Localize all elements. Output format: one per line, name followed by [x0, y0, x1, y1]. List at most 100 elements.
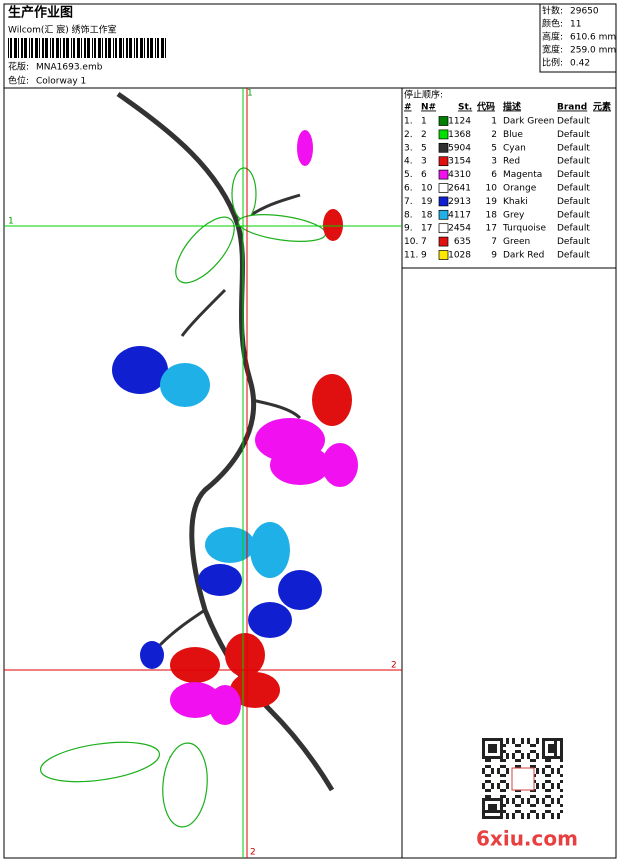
qr-cell	[521, 741, 524, 744]
qr-cell	[482, 738, 485, 741]
qr-cell	[488, 798, 491, 801]
cell: 10.	[404, 237, 418, 247]
cell: Red	[503, 157, 520, 167]
bar	[81, 38, 82, 58]
qr-cell	[536, 783, 539, 786]
bar	[113, 38, 114, 58]
stat-value: 29650	[570, 7, 599, 17]
swatch	[438, 169, 449, 180]
qr-cell	[548, 756, 551, 759]
cell: 19	[421, 197, 433, 207]
stats-box	[539, 3, 617, 73]
qr-cell	[536, 753, 539, 756]
qr-cell	[560, 789, 563, 792]
bar	[94, 38, 96, 58]
qr-cell	[548, 744, 551, 747]
qr-cell	[557, 801, 560, 804]
qr-cell	[548, 804, 551, 807]
qr-cell	[515, 744, 518, 747]
column-header: 元素	[593, 101, 611, 113]
qr-cell	[551, 786, 554, 789]
qr-cell	[533, 744, 536, 747]
stat-value: 0.42	[570, 59, 590, 69]
column-header: 代码	[476, 101, 495, 113]
qr-cell	[506, 756, 509, 759]
cell: 1124	[448, 117, 471, 127]
qr-cell	[527, 756, 530, 759]
qr-cell	[518, 765, 521, 768]
qr-cell	[500, 813, 503, 816]
qr-cell	[518, 795, 521, 798]
qr-cell	[500, 795, 503, 798]
qr-cell	[551, 750, 554, 753]
cell: 8.	[404, 210, 413, 220]
cell: Khaki	[503, 197, 528, 207]
stat-value: 259.0 mm	[570, 46, 616, 56]
qr-cell	[482, 741, 485, 744]
qr-cell	[542, 783, 545, 786]
cell: 7.	[404, 197, 413, 207]
bar	[39, 38, 40, 58]
stat-value: 11	[570, 20, 581, 30]
qr-cell	[554, 738, 557, 741]
cell: Default	[557, 117, 590, 127]
qr-cell	[500, 789, 503, 792]
bar	[92, 38, 93, 58]
qr-cell	[545, 756, 548, 759]
qr-cell	[551, 801, 554, 804]
qr-cell	[500, 750, 503, 753]
qr-cell	[497, 771, 500, 774]
guide-label: 2	[391, 661, 397, 671]
bar	[18, 38, 19, 58]
bar	[115, 38, 117, 58]
qr-cell	[527, 798, 530, 801]
qr-cell	[548, 774, 551, 777]
qr-cell	[557, 813, 560, 816]
cell: Default	[557, 210, 590, 220]
qr-cell	[488, 795, 491, 798]
qr-cell	[533, 750, 536, 753]
qr-cell	[497, 768, 500, 771]
qr-cell	[554, 753, 557, 756]
qr-cell	[533, 804, 536, 807]
bar	[98, 38, 101, 58]
qr-cell	[533, 759, 536, 762]
qr-cell	[560, 795, 563, 798]
qr-cell	[500, 801, 503, 804]
swatch	[438, 223, 449, 234]
qr-cell	[482, 744, 485, 747]
qr-cell	[506, 783, 509, 786]
qr-cell	[485, 765, 488, 768]
swatch	[438, 196, 449, 207]
bar	[10, 38, 12, 58]
cell: 18	[486, 210, 498, 220]
column-header: 描述	[503, 101, 521, 113]
qr-cell	[488, 738, 491, 741]
qr-cell	[560, 780, 563, 783]
qr-cell	[500, 780, 503, 783]
qr-cell	[482, 783, 485, 786]
cell: 2913	[448, 197, 471, 207]
qr-cell	[512, 798, 515, 801]
cell: 2	[491, 130, 497, 140]
qr-cell	[521, 798, 524, 801]
qr-cell	[533, 810, 536, 813]
qr-cell	[500, 738, 503, 741]
swatch	[438, 236, 449, 247]
cell: 6	[491, 170, 497, 180]
qr-cell	[494, 738, 497, 741]
bar	[8, 38, 9, 58]
qr-cell	[488, 756, 491, 759]
qr-cell	[500, 765, 503, 768]
cell: 3.	[404, 143, 413, 153]
stat-value: 610.6 mm	[570, 33, 616, 43]
cell: 10	[421, 184, 433, 194]
cell: 5.	[404, 170, 413, 180]
color-table: # N# St. 代码 描述 Brand 元素1. 1 1124 1 Dark Green Defau…	[404, 101, 611, 261]
qr-cell	[494, 810, 497, 813]
qr-cell	[560, 765, 563, 768]
qr-cell	[506, 798, 509, 801]
qr-cell	[545, 789, 548, 792]
qr-cell	[548, 795, 551, 798]
qr-cell	[494, 816, 497, 819]
